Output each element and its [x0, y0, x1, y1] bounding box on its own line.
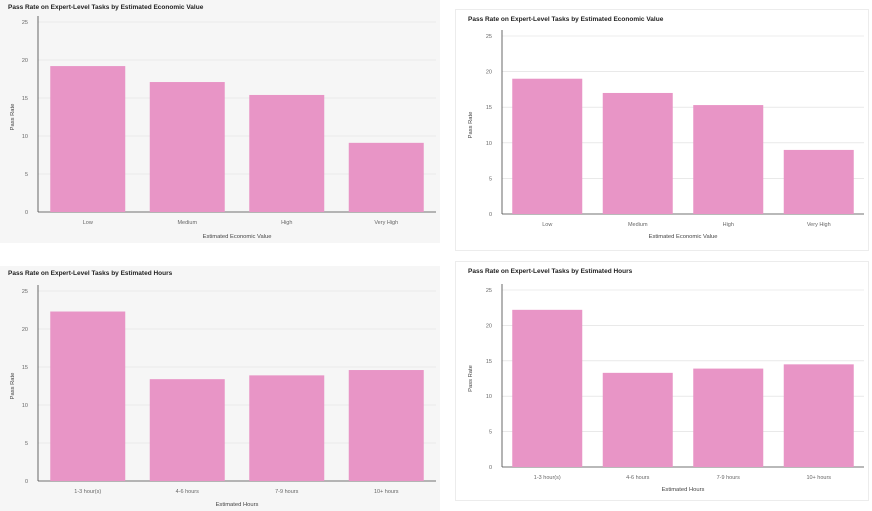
x-axis-title: Estimated Hours: [662, 487, 705, 493]
y-tick-label: 15: [486, 359, 492, 365]
y-tick-label: 0: [489, 465, 492, 471]
x-tick-label: High: [281, 220, 292, 226]
bar: [602, 372, 673, 467]
bar: [693, 105, 764, 214]
chart-title: Pass Rate on Expert-Level Tasks by Estim…: [8, 4, 204, 11]
x-axis-title: Estimated Economic Value: [649, 234, 718, 240]
chart-title: Pass Rate on Expert-Level Tasks by Estim…: [468, 268, 633, 275]
bar: [693, 368, 764, 467]
y-tick-label: 10: [22, 403, 28, 409]
x-tick-label: 1-3 hour(s): [534, 475, 561, 481]
chart-panel-economic-value-2: Pass Rate on Expert-Level Tasks by Estim…: [456, 10, 868, 250]
y-tick-label: 0: [25, 479, 28, 485]
bar: [249, 375, 325, 481]
bar-chart-hours-1: 0 5 10 15 20 25 1-3 hour(s) 4-6 hours 7-9 hours 1…: [10, 285, 436, 508]
y-tick-label: 20: [22, 58, 28, 64]
y-tick-label: 15: [486, 105, 492, 111]
bar: [602, 92, 673, 214]
y-axis-title: Pass Rate: [468, 112, 474, 139]
y-tick-label: 20: [486, 70, 492, 76]
bar: [249, 94, 325, 212]
x-tick-label: 10+ hours: [374, 489, 399, 495]
y-tick-label: 10: [22, 134, 28, 140]
y-tick-label: 5: [489, 176, 492, 182]
bar: [783, 364, 854, 467]
y-tick-label: 5: [25, 441, 28, 447]
y-tick-label: 25: [22, 20, 28, 26]
y-tick-label: 5: [489, 430, 492, 436]
x-tick-label: 10+ hours: [806, 475, 831, 481]
x-tick-label: High: [723, 222, 734, 228]
chart-panel-economic-value-1: Pass Rate on Expert-Level Tasks by Estim…: [0, 0, 440, 243]
x-tick-label: Low: [542, 222, 552, 228]
x-tick-label: 1-3 hour(s): [74, 489, 101, 495]
y-axis-title: Pass Rate: [10, 373, 16, 400]
x-axis-title: Estimated Economic Value: [203, 234, 272, 240]
chart-title: Pass Rate on Expert-Level Tasks by Estim…: [8, 270, 173, 277]
y-tick-label: 15: [22, 96, 28, 102]
x-tick-label: Medium: [177, 220, 197, 226]
y-tick-label: 20: [22, 327, 28, 333]
bar-chart-economic-value-1: 0 5 10 15 20 25 Low Medium High Very High Estimate…: [10, 16, 436, 240]
bar: [50, 311, 126, 481]
x-tick-label: 4-6 hours: [176, 489, 199, 495]
y-tick-label: 15: [22, 365, 28, 371]
x-tick-label: Very High: [807, 222, 831, 228]
chart-panel-hours-1: Pass Rate on Expert-Level Tasks by Estim…: [0, 266, 440, 511]
y-tick-label: 20: [486, 323, 492, 329]
x-tick-label: 7-9 hours: [275, 489, 298, 495]
bar: [348, 370, 424, 481]
y-tick-label: 10: [486, 394, 492, 400]
chart-title: Pass Rate on Expert-Level Tasks by Estim…: [468, 16, 664, 23]
bar-chart-hours-2: 0 5 10 15 20 25 1-3 hour(s) 4-6 hours 7-9 hours 1…: [468, 284, 864, 493]
bar: [512, 309, 583, 467]
x-tick-label: Low: [83, 220, 93, 226]
x-tick-label: Very High: [374, 220, 398, 226]
y-tick-label: 5: [25, 172, 28, 178]
bar: [50, 66, 126, 212]
bar: [149, 379, 225, 481]
y-tick-label: 0: [25, 210, 28, 216]
chart-panel-hours-2: Pass Rate on Expert-Level Tasks by Estim…: [456, 262, 868, 500]
bar: [512, 78, 583, 214]
y-axis-title: Pass Rate: [10, 104, 16, 131]
x-tick-label: 7-9 hours: [717, 475, 740, 481]
y-axis-title: Pass Rate: [468, 365, 474, 392]
bar-chart-economic-value-2: 0 5 10 15 20 25 Low Medium High Very High Estimate…: [468, 30, 864, 240]
y-tick-label: 10: [486, 141, 492, 147]
x-axis-title: Estimated Hours: [216, 502, 259, 508]
y-tick-label: 25: [22, 289, 28, 295]
x-tick-label: Medium: [628, 222, 648, 228]
y-tick-label: 25: [486, 288, 492, 294]
bar: [783, 149, 854, 214]
y-tick-label: 0: [489, 212, 492, 218]
bar: [149, 82, 225, 212]
bar: [348, 142, 424, 212]
y-tick-label: 25: [486, 34, 492, 40]
x-tick-label: 4-6 hours: [626, 475, 649, 481]
